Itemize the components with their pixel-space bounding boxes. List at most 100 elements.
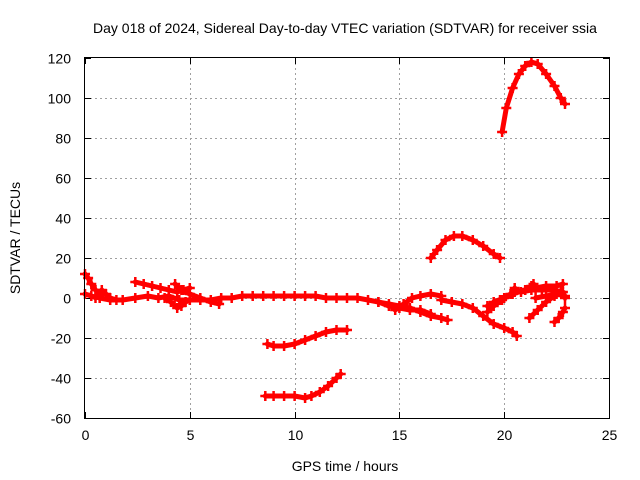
data-point <box>560 303 570 313</box>
series-arc-21-23h-mid <box>530 289 570 303</box>
data-point <box>247 291 258 301</box>
data-point <box>86 279 97 289</box>
data-point <box>448 231 459 241</box>
data-point <box>105 293 116 303</box>
data-point <box>404 303 415 313</box>
data-point <box>321 327 331 337</box>
data-point <box>560 291 570 301</box>
data-point <box>383 299 394 309</box>
data-point <box>536 285 547 295</box>
y-tick-label: 60 <box>55 171 71 187</box>
y-tick-label: -40 <box>51 371 71 387</box>
data-point <box>279 391 290 401</box>
data-point <box>528 279 539 289</box>
data-point <box>176 285 187 295</box>
data-point <box>436 313 447 323</box>
data-point <box>560 99 570 109</box>
data-point <box>432 245 443 255</box>
data-series <box>80 57 570 403</box>
data-point <box>436 295 447 305</box>
data-point <box>373 297 384 307</box>
data-point <box>551 289 562 299</box>
data-point <box>526 57 537 67</box>
data-point <box>541 69 552 79</box>
data-point <box>478 241 489 251</box>
data-point <box>467 235 478 245</box>
series-arc-4-6h <box>170 279 225 309</box>
data-point <box>138 279 149 289</box>
data-point <box>335 369 346 379</box>
data-point <box>526 285 537 295</box>
data-point <box>205 297 216 307</box>
data-point <box>342 325 352 335</box>
data-point <box>440 235 451 245</box>
x-tick-label: 25 <box>602 427 618 443</box>
series-arc-12-17h <box>373 297 453 325</box>
data-point <box>165 297 176 307</box>
series-arc-17-19h <box>436 295 522 341</box>
data-point <box>446 297 457 307</box>
data-point <box>323 381 334 391</box>
data-point <box>407 293 417 303</box>
data-point <box>520 61 531 71</box>
data-point <box>184 289 195 299</box>
data-point <box>170 279 181 289</box>
data-point <box>516 287 526 297</box>
data-point <box>216 293 227 303</box>
data-point <box>331 293 342 303</box>
data-point <box>457 299 468 309</box>
data-point <box>511 331 522 341</box>
data-point <box>499 323 510 333</box>
data-point <box>268 291 279 301</box>
data-point <box>442 315 453 325</box>
data-point <box>549 81 560 91</box>
plot-frame <box>84 57 610 419</box>
data-point <box>363 295 373 305</box>
data-point <box>352 293 363 303</box>
data-point <box>268 341 279 351</box>
x-tick-label: 10 <box>288 427 304 443</box>
data-point <box>310 331 321 341</box>
y-tick-label: 0 <box>63 291 71 307</box>
data-point <box>289 339 300 349</box>
data-point <box>425 253 436 263</box>
y-tick-label: 80 <box>55 131 71 147</box>
data-point <box>425 311 436 321</box>
y-tick-label: 40 <box>55 211 71 227</box>
data-point <box>306 391 317 401</box>
data-point <box>524 313 535 323</box>
data-point <box>513 69 524 79</box>
y-tick-label: -60 <box>51 411 71 427</box>
series-arc-15-17h-bump <box>390 289 447 315</box>
data-point <box>300 291 311 301</box>
data-point <box>279 291 290 301</box>
data-point <box>237 291 248 301</box>
data-point <box>300 335 311 345</box>
data-point <box>111 295 122 305</box>
data-point <box>398 299 409 309</box>
data-point <box>289 391 300 401</box>
data-point <box>415 307 426 317</box>
series-arc-hump-18h <box>425 231 505 263</box>
data-point <box>279 341 290 351</box>
data-point <box>289 291 300 301</box>
y-tick-label: -20 <box>51 331 71 347</box>
x-axis-label: GPS time / hours <box>292 458 399 474</box>
chart-title: Day 018 of 2024, Sidereal Day-to-day VTE… <box>93 20 597 36</box>
data-point <box>214 299 225 309</box>
series-arc-22-23h-low <box>549 303 570 327</box>
data-point <box>262 339 273 349</box>
x-tick-label: 20 <box>497 427 513 443</box>
data-point <box>501 103 512 113</box>
data-point <box>174 295 185 305</box>
data-point <box>147 281 158 291</box>
data-point <box>390 305 401 315</box>
y-tick-label: 120 <box>48 51 72 67</box>
series-arc-early-wiggle <box>90 285 122 305</box>
data-point <box>142 291 153 301</box>
data-point <box>488 297 499 307</box>
data-point <box>300 393 311 403</box>
data-point <box>163 285 174 295</box>
data-point <box>495 253 505 263</box>
data-point <box>415 291 426 301</box>
